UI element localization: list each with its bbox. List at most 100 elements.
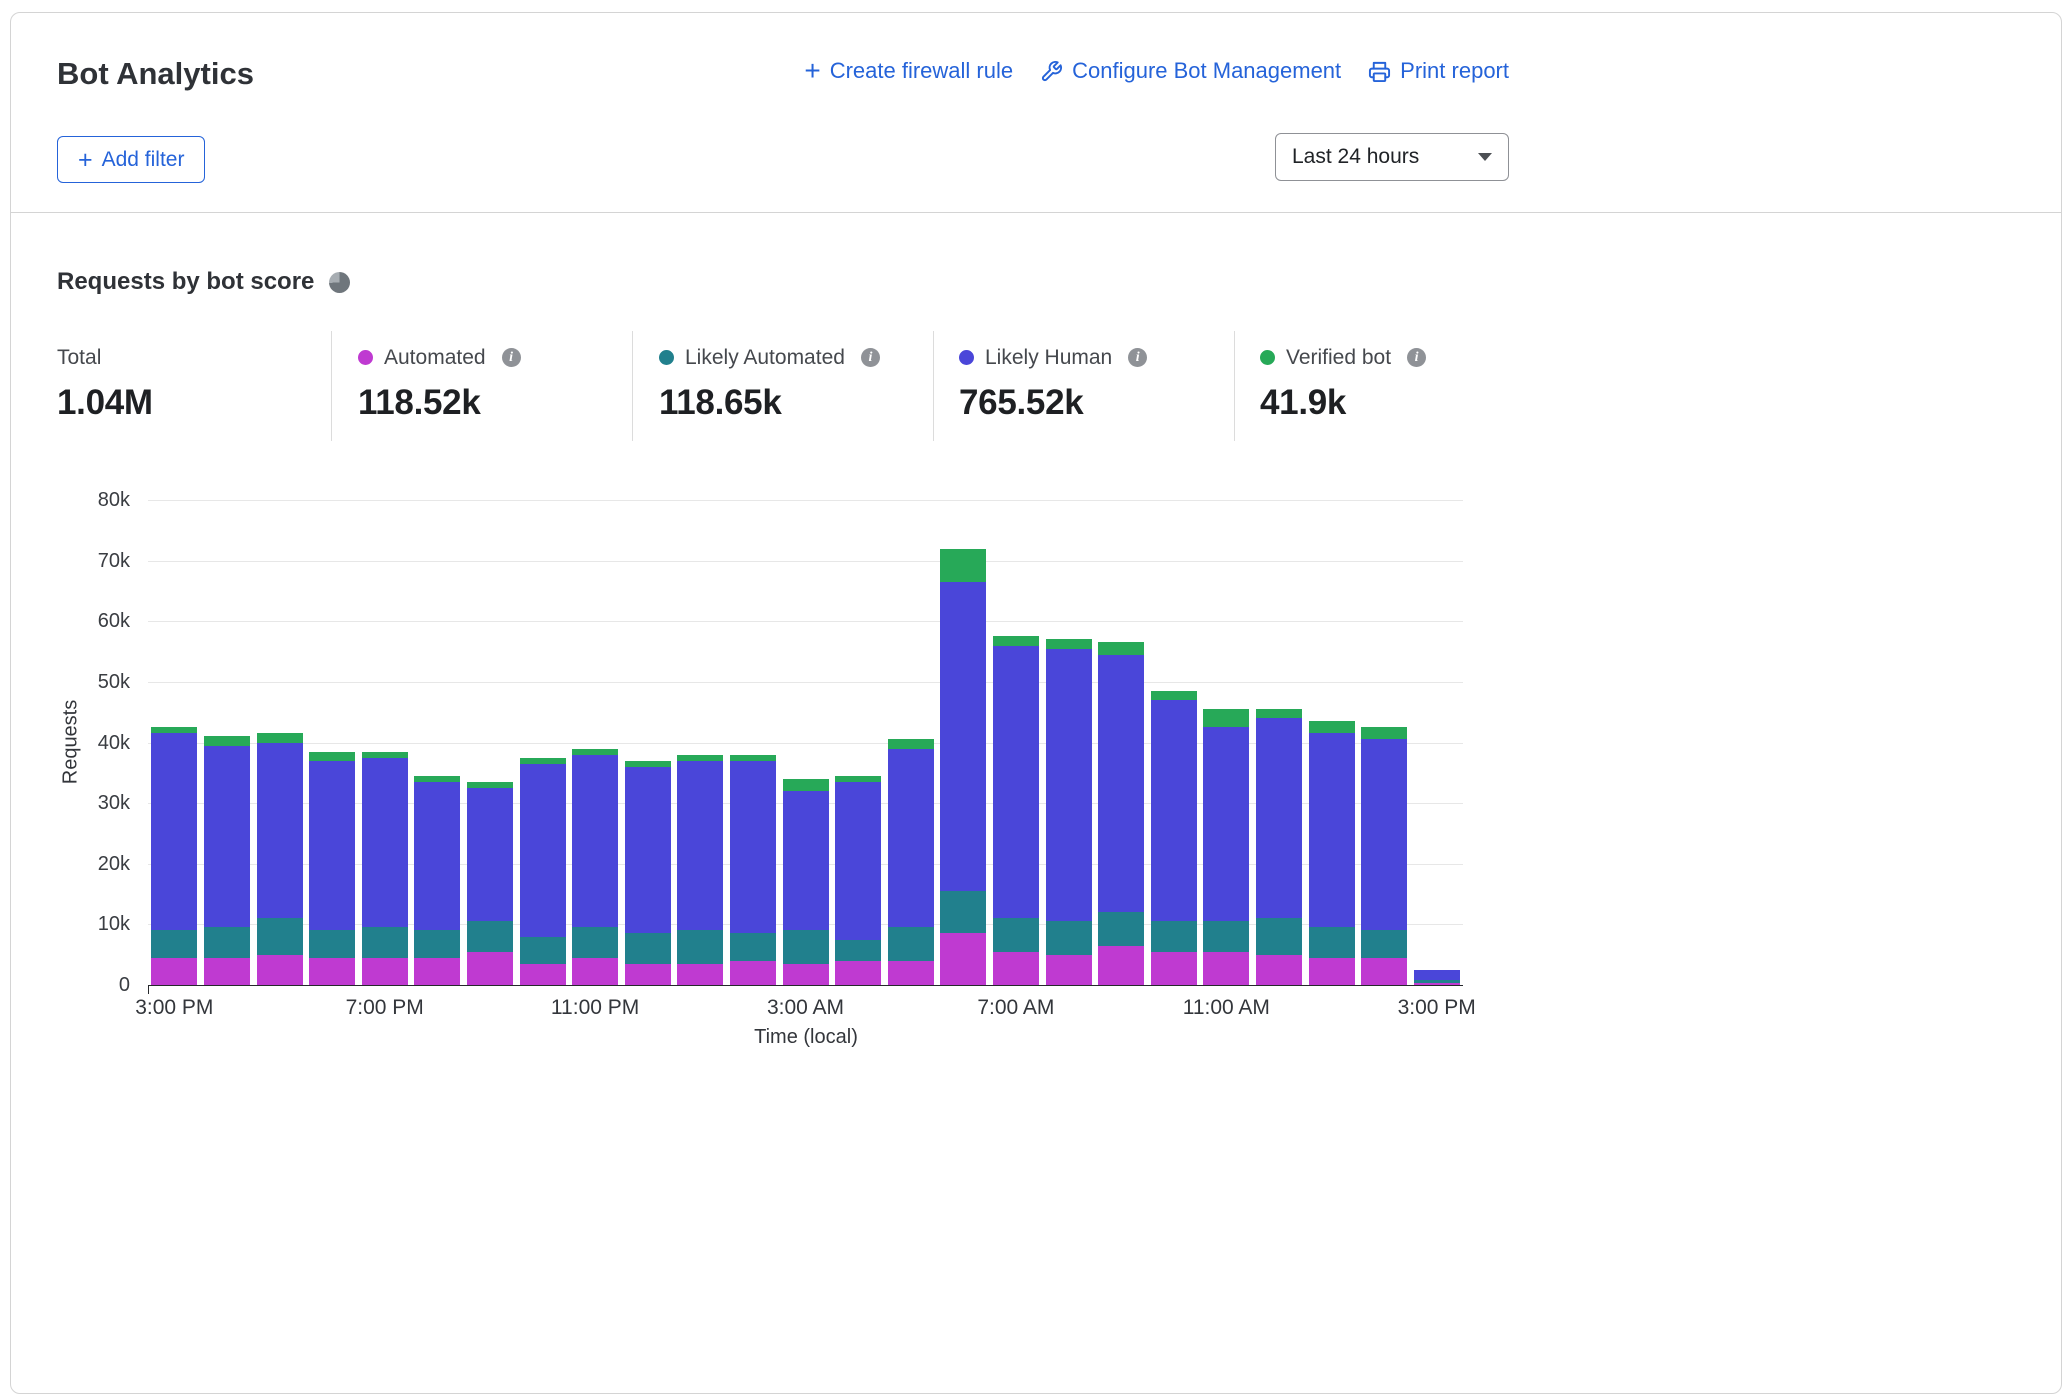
bar-segment-likely-human bbox=[1308, 733, 1355, 928]
x-axis-tick-label: 3:00 PM bbox=[135, 996, 214, 1019]
requests-by-bot-score-chart: Requests Time (local) 0 10k 20k 30k 40k 50k 60… bbox=[0, 460, 1540, 1080]
info-icon[interactable] bbox=[1407, 348, 1427, 367]
bar-segment-likely-automated bbox=[309, 930, 356, 958]
add-filter-button[interactable]: Add filter bbox=[57, 136, 206, 183]
y-axis-tick-label: 40k bbox=[97, 731, 130, 754]
time-range-value: Last 24 hours bbox=[1292, 145, 1420, 168]
stat-label: Automated bbox=[384, 345, 486, 369]
header-divider bbox=[11, 212, 2061, 213]
bar[interactable] bbox=[1413, 969, 1460, 985]
print-report-link[interactable]: Print report bbox=[1368, 58, 1509, 84]
bar-segment-automated bbox=[361, 957, 408, 985]
bar-segment-likely-human bbox=[729, 760, 776, 934]
bar[interactable] bbox=[992, 636, 1039, 985]
configure-bot-management-link[interactable]: Configure Bot Management bbox=[1040, 58, 1341, 84]
stat-value: 1.04M bbox=[57, 383, 153, 422]
plus-icon bbox=[78, 150, 93, 170]
bar-segment-likely-automated bbox=[729, 933, 776, 961]
stat-automated: Automated 118.52k bbox=[358, 345, 521, 423]
wrench-icon bbox=[1040, 60, 1063, 83]
bar-segment-likely-human bbox=[835, 781, 882, 940]
bar-segment-likely-automated bbox=[887, 927, 934, 961]
bar[interactable] bbox=[782, 778, 829, 985]
bar[interactable] bbox=[677, 754, 724, 985]
bar[interactable] bbox=[1098, 642, 1145, 985]
info-icon[interactable] bbox=[860, 348, 880, 367]
bar[interactable] bbox=[519, 757, 566, 985]
create-firewall-rule-link[interactable]: Create firewall rule bbox=[804, 58, 1013, 84]
bar[interactable] bbox=[256, 733, 303, 985]
bar[interactable] bbox=[1203, 709, 1250, 985]
bar-segment-automated bbox=[1098, 945, 1145, 985]
bar-segment-likely-automated bbox=[940, 891, 987, 934]
bar[interactable] bbox=[835, 775, 882, 985]
stat-total: Total 1.04M bbox=[57, 345, 153, 423]
bar-segment-verified-bot bbox=[572, 748, 619, 755]
bar[interactable] bbox=[887, 739, 934, 985]
bar-segment-likely-automated bbox=[1203, 921, 1250, 952]
info-icon[interactable] bbox=[501, 348, 521, 367]
bar[interactable] bbox=[361, 751, 408, 985]
stat-label: Likely Human bbox=[985, 345, 1113, 369]
bar-segment-likely-human bbox=[519, 763, 566, 937]
x-axis-title: Time (local) bbox=[754, 1026, 858, 1048]
stat-verified-bot: Verified bot 41.9k bbox=[1260, 345, 1427, 423]
bar-segment-likely-automated bbox=[1413, 980, 1460, 984]
section-title: Requests by bot score bbox=[57, 268, 315, 295]
info-icon[interactable] bbox=[1128, 348, 1148, 367]
bar[interactable] bbox=[1361, 727, 1408, 985]
bar-segment-likely-automated bbox=[835, 939, 882, 961]
bar-segment-verified-bot bbox=[1203, 709, 1250, 728]
bar[interactable] bbox=[1150, 690, 1197, 985]
x-axis-tick-label: 11:00 AM bbox=[1182, 996, 1270, 1019]
bar-segment-verified-bot bbox=[940, 548, 987, 582]
time-range-select[interactable]: Last 24 hours bbox=[1275, 133, 1509, 181]
bar-segment-verified-bot bbox=[1361, 727, 1408, 740]
bar-segment-automated bbox=[1150, 951, 1197, 985]
stat-separator bbox=[933, 331, 934, 441]
bar-segment-likely-human bbox=[1361, 739, 1408, 931]
x-axis-tick-label: 7:00 PM bbox=[345, 996, 424, 1019]
bar[interactable] bbox=[151, 727, 198, 985]
bar-segment-likely-human bbox=[256, 742, 303, 919]
header-actions: Create firewall rule Configure Bot Manag… bbox=[804, 58, 1509, 84]
bar[interactable] bbox=[940, 548, 987, 985]
bar[interactable] bbox=[1308, 721, 1355, 985]
bar-segment-likely-human bbox=[572, 754, 619, 928]
bar[interactable] bbox=[309, 751, 356, 985]
bar[interactable] bbox=[624, 760, 671, 985]
grid-line bbox=[148, 742, 1463, 744]
bar-segment-likely-automated bbox=[782, 930, 829, 964]
stat-value: 765.52k bbox=[959, 383, 1084, 422]
bar-segment-likely-human bbox=[151, 733, 198, 931]
bar[interactable] bbox=[729, 754, 776, 985]
x-axis-tick-label: 3:00 AM bbox=[766, 996, 845, 1019]
x-axis-line bbox=[148, 985, 1463, 986]
bar-segment-likely-human bbox=[782, 791, 829, 931]
bar[interactable] bbox=[1045, 639, 1092, 985]
add-filter-label: Add filter bbox=[101, 147, 185, 171]
bar[interactable] bbox=[203, 736, 250, 985]
bar-segment-likely-human bbox=[414, 781, 461, 931]
bar[interactable] bbox=[572, 748, 619, 985]
bar-segment-likely-automated bbox=[1098, 912, 1145, 946]
bar[interactable] bbox=[466, 781, 513, 985]
grid-line bbox=[148, 681, 1463, 683]
bar[interactable] bbox=[414, 775, 461, 985]
bar[interactable] bbox=[1255, 709, 1302, 985]
stat-likely-automated: Likely Automated 118.65k bbox=[659, 345, 880, 423]
bar-segment-verified-bot bbox=[151, 727, 198, 734]
bar-segment-verified-bot bbox=[466, 781, 513, 788]
bar-segment-verified-bot bbox=[729, 754, 776, 761]
bar-segment-likely-automated bbox=[624, 933, 671, 964]
bar-segment-verified-bot bbox=[1255, 709, 1302, 719]
bar-segment-likely-automated bbox=[203, 927, 250, 958]
bar-segment-likely-automated bbox=[151, 930, 198, 958]
bar-segment-likely-automated bbox=[1045, 921, 1092, 955]
bar-segment-likely-human bbox=[1255, 718, 1302, 919]
bar-segment-likely-human bbox=[1045, 648, 1092, 922]
y-axis-tick-label: 80k bbox=[97, 489, 130, 511]
bar-segment-automated bbox=[572, 957, 619, 985]
bar-segment-automated bbox=[835, 960, 882, 985]
bar-segment-automated bbox=[782, 963, 829, 985]
